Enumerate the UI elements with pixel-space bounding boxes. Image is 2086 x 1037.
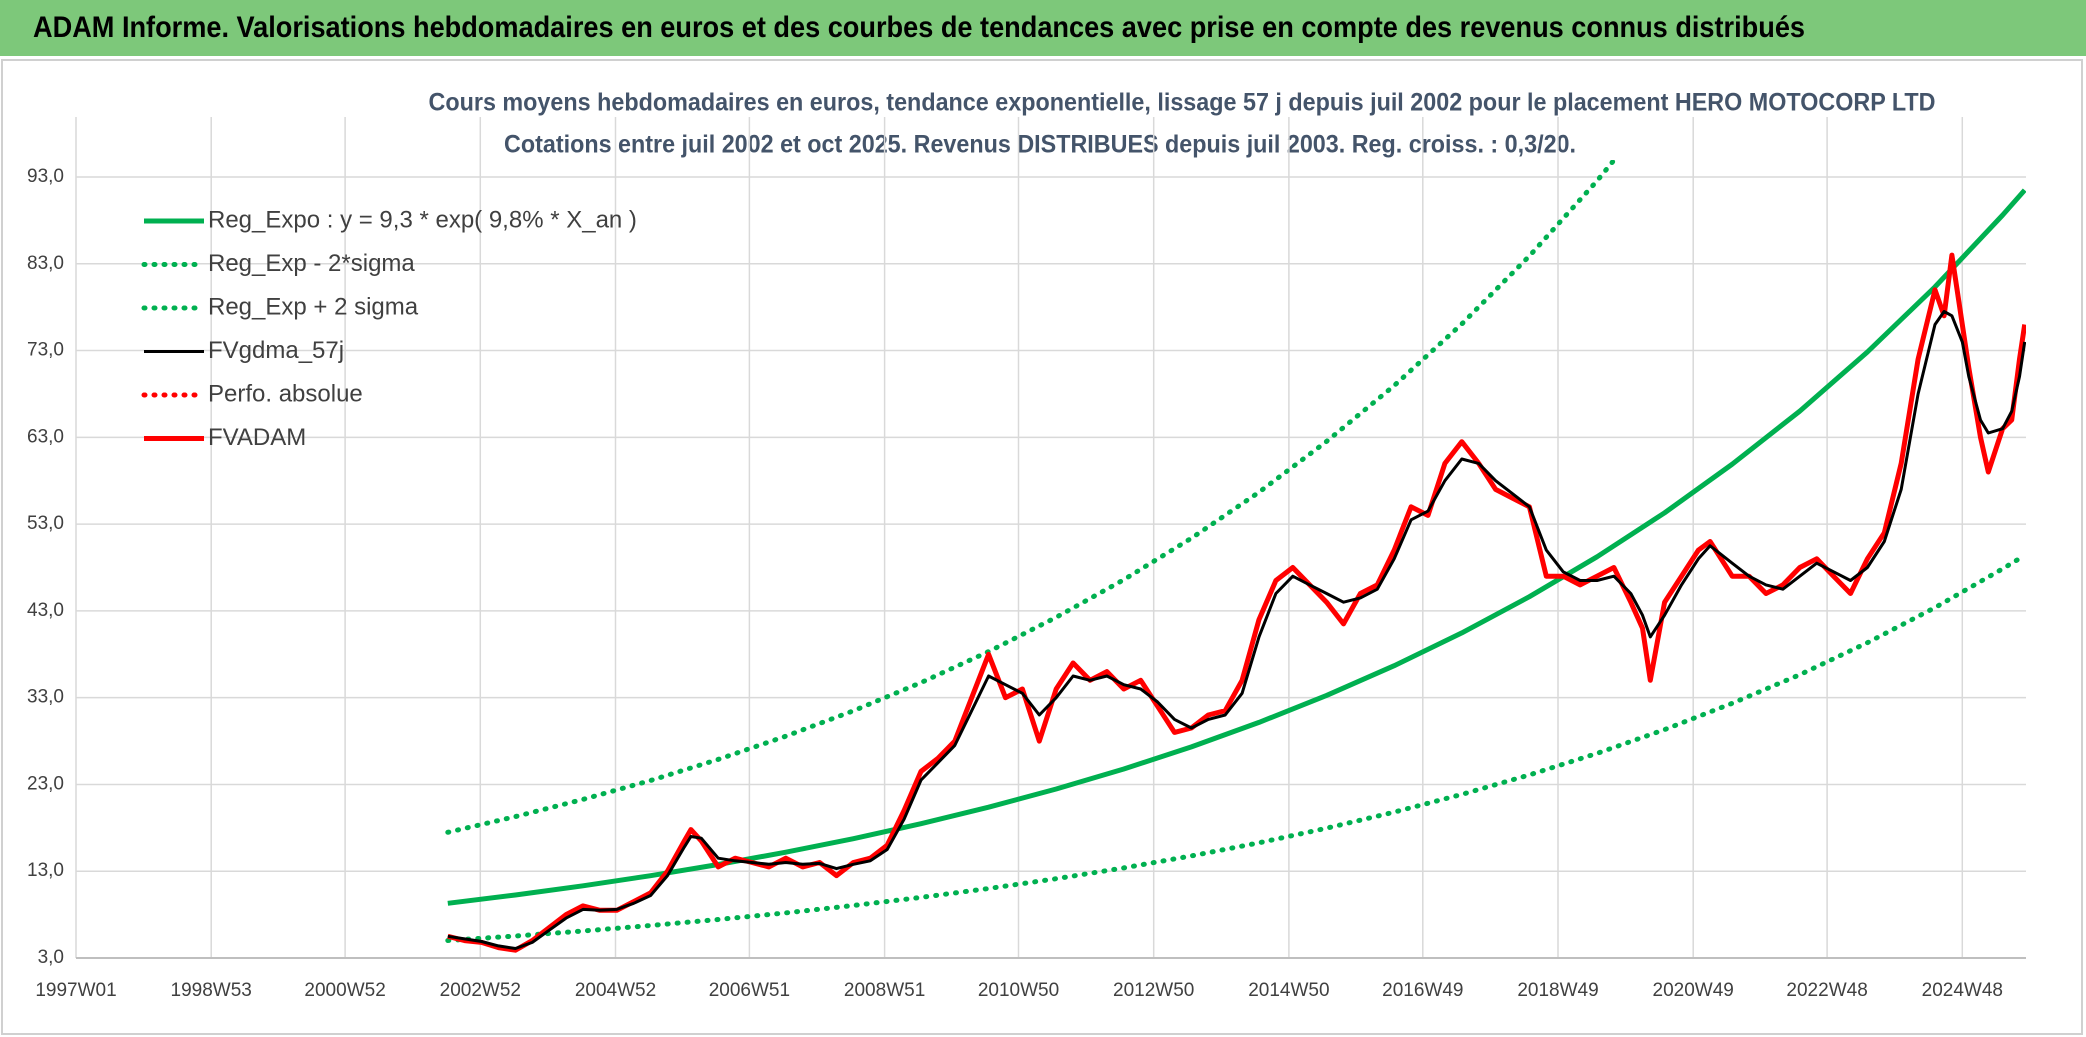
x-tick-label: 2008W51 [844,980,925,1001]
y-tick-label: 43,0 [27,600,64,621]
x-tick-label: 2020W49 [1653,980,1734,1001]
plot-area [445,160,2026,953]
x-tick-label: 2000W52 [304,980,385,1001]
x-tick-label: 2006W51 [709,980,790,1001]
x-tick-label: 2014W50 [1248,980,1329,1001]
y-tick-label: 73,0 [27,340,64,361]
x-tick-label: 2004W52 [575,980,656,1001]
series-line [445,552,2026,943]
x-tick-label: 2012W50 [1113,980,1194,1001]
x-tick-label: 1997W01 [35,980,116,1001]
legend-label: FVADAM [208,424,306,451]
legend-label: Reg_Exp - 2*sigma [208,250,415,277]
y-tick-label: 23,0 [27,773,64,794]
legend-label: FVgdma_57j [208,337,344,364]
series-line [447,310,2026,950]
x-tick-label: 2010W50 [978,980,1059,1001]
chart-frame [1,59,2083,1035]
x-tick-label: 2016W49 [1382,980,1463,1001]
y-tick-label: 53,0 [27,513,64,534]
chart-title: Cours moyens hebdomadaires en euros, ten… [429,89,1936,117]
x-tick-label: 1998W53 [171,980,252,1001]
y-tick-label: 83,0 [27,253,64,274]
legend-label: Perfo. absolue [208,380,363,407]
x-tick-label: 2024W48 [1922,980,2003,1001]
y-tick-label: 63,0 [27,426,64,447]
y-tick-label: 13,0 [27,860,64,881]
x-tick-label: 2022W48 [1786,980,1867,1001]
x-tick-label: 2002W52 [440,980,521,1001]
legend-label: Reg_Expo : y = 9,3 * exp( 9,8% * X_an ) [208,206,637,233]
legend-label: Reg_Exp + 2 sigma [208,293,419,320]
y-tick-label: 33,0 [27,687,64,708]
header-title: ADAM Informe. Valorisations hebdomadaire… [33,11,1805,44]
y-tick-label: 3,0 [38,947,64,968]
y-tick-label: 93,0 [27,166,64,187]
chart-subtitle: Cotations entre juil 2002 et oct 2025. R… [504,131,1576,159]
x-tick-label: 2018W49 [1517,980,1598,1001]
header-bar [0,0,2086,56]
series-line [445,160,1618,835]
